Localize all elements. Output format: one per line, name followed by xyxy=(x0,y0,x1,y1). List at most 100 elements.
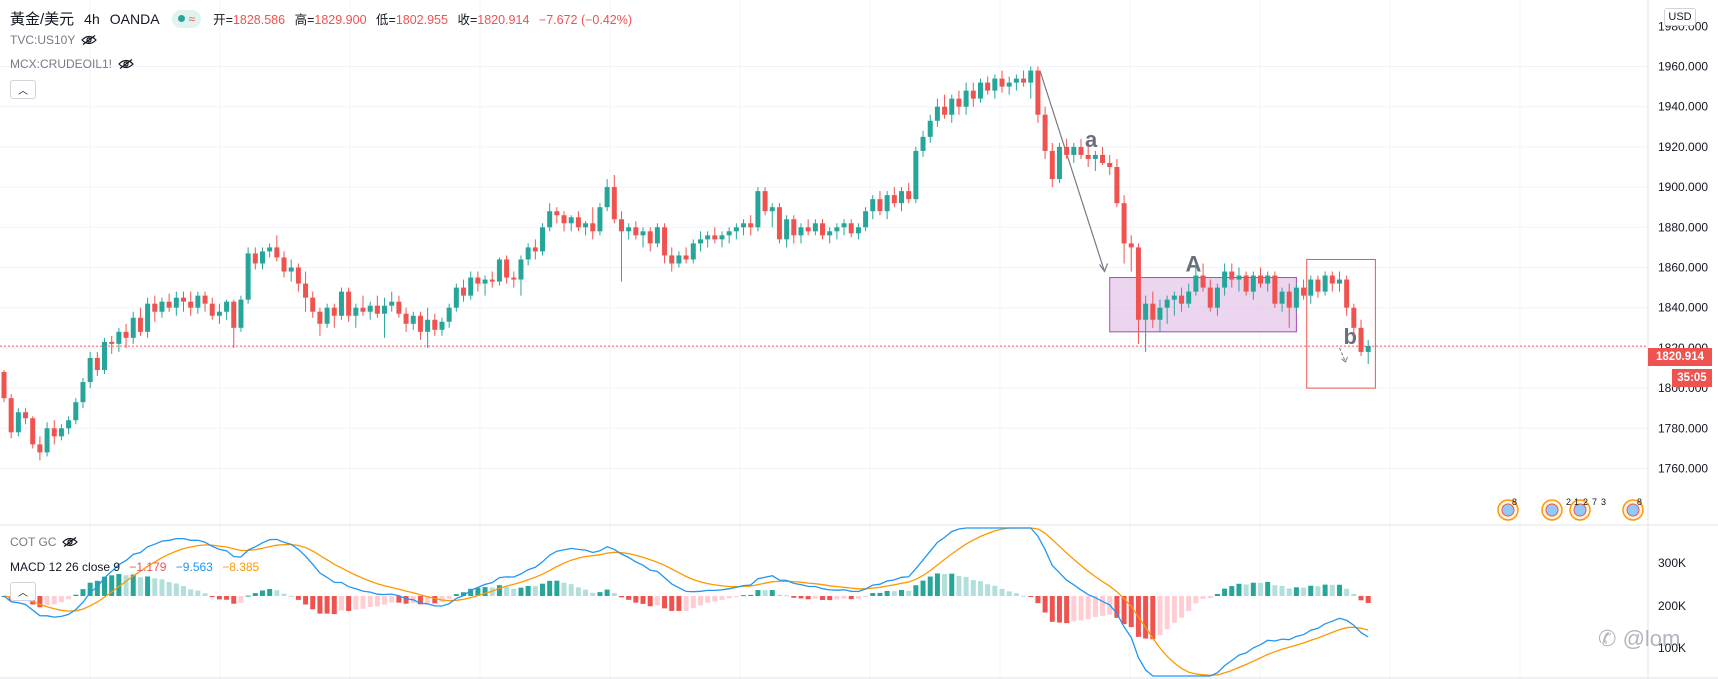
eye-off-icon[interactable] xyxy=(81,35,98,45)
candle-body xyxy=(317,311,323,324)
candle-body xyxy=(1236,275,1242,280)
candle-body xyxy=(1243,275,1249,292)
macd-histogram-bar xyxy=(604,589,610,596)
macd-line xyxy=(3,527,1369,677)
event-count-label: 1 xyxy=(1574,497,1579,507)
candle-body xyxy=(367,305,373,312)
macd-histogram-bar xyxy=(1021,595,1027,597)
currency-button[interactable]: USD xyxy=(1664,8,1696,26)
overlay-crudeoil[interactable]: MCX:CRUDEOIL1! xyxy=(10,57,134,71)
candle-body xyxy=(159,301,165,312)
macd-histogram-bar xyxy=(216,596,222,600)
candle-body xyxy=(891,195,897,204)
high-label: 高= xyxy=(294,13,315,27)
candle-body xyxy=(920,136,926,151)
macd-histogram-bar xyxy=(1365,596,1371,603)
candle-body xyxy=(8,398,14,433)
macd-histogram-bar xyxy=(662,596,668,609)
candle-body xyxy=(489,279,495,282)
macd-histogram-bar xyxy=(1286,588,1292,596)
us-flag-icon xyxy=(1545,503,1559,517)
candle-body xyxy=(231,301,237,328)
macd-histogram-bar xyxy=(73,594,79,596)
macd-histogram-bar xyxy=(367,596,373,607)
macd-histogram-bar xyxy=(1336,584,1342,596)
macd-histogram-bar xyxy=(1028,596,1034,597)
candle-body xyxy=(252,253,258,264)
market-open-icon xyxy=(177,15,185,22)
collapse-macd-button[interactable]: ︿ xyxy=(10,582,36,601)
macd-histogram-bar xyxy=(152,578,158,596)
macd-tick-label: 200K xyxy=(1658,599,1686,613)
candle-body xyxy=(496,259,502,282)
price-tick-label: 1940.000 xyxy=(1658,100,1708,114)
cot-indicator-row[interactable]: COT GC xyxy=(10,535,79,549)
macd-histogram-bar xyxy=(985,584,991,596)
candle-body xyxy=(152,303,158,312)
candle-body xyxy=(37,444,43,453)
candle-body xyxy=(166,301,172,308)
candle-body xyxy=(741,223,747,228)
symbol-legend[interactable]: 黃金/美元 4h OANDA ≈ 开=1828.586 高=1829.900 低… xyxy=(10,8,638,29)
macd-histogram-bar xyxy=(791,596,797,598)
candle-body xyxy=(733,227,739,232)
macd-tick-label: 100K xyxy=(1658,641,1686,655)
candle-body xyxy=(985,82,991,91)
candle-body xyxy=(726,231,732,236)
candle-body xyxy=(647,231,653,244)
candle-body xyxy=(855,227,861,234)
collapse-legend-button[interactable]: ︿ xyxy=(10,80,36,99)
macd-histogram-bar xyxy=(934,573,940,596)
candle-body xyxy=(690,243,696,260)
macd-histogram-bar xyxy=(762,590,768,596)
macd-histogram-bar xyxy=(1157,596,1163,636)
macd-histogram-bar xyxy=(683,596,689,611)
candle-body xyxy=(683,255,689,260)
candle-body xyxy=(87,357,93,383)
macd-histogram-bar xyxy=(468,588,474,596)
candle-body xyxy=(633,227,639,236)
macd-histogram-bar xyxy=(1042,596,1048,613)
market-status-pill[interactable]: ≈ xyxy=(171,9,202,28)
macd-histogram-bar xyxy=(58,596,64,603)
macd-histogram-bar xyxy=(834,596,840,600)
candle-body xyxy=(676,255,682,264)
candle-body xyxy=(216,311,222,316)
candle-body xyxy=(389,301,395,306)
candle-body xyxy=(518,259,524,280)
macd-histogram-bar xyxy=(1049,596,1055,622)
candle-body xyxy=(626,227,632,232)
candle-body xyxy=(748,223,754,228)
overlay-us10y-label: TVC:US10Y xyxy=(10,33,76,47)
eye-off-icon[interactable] xyxy=(118,59,134,69)
macd-histogram-bar xyxy=(1035,596,1041,604)
candle-body xyxy=(274,247,280,258)
candle-body xyxy=(1179,295,1185,304)
overlay-us10y[interactable]: TVC:US10Y xyxy=(10,33,98,47)
macd-histogram-bar xyxy=(1214,593,1220,596)
macd-histogram-bar xyxy=(102,576,108,596)
eye-off-icon[interactable] xyxy=(62,537,79,547)
candle-body xyxy=(1301,287,1307,296)
macd-histogram-bar xyxy=(748,594,754,596)
macd-histogram-bar xyxy=(532,586,538,596)
event-count-label: 3 xyxy=(1601,497,1606,507)
macd-histogram-bar xyxy=(647,596,653,607)
macd-histogram-bar xyxy=(346,596,352,612)
candle-body xyxy=(899,191,904,204)
interval-label[interactable]: 4h xyxy=(84,10,100,27)
macd-histogram-bar xyxy=(1315,586,1321,596)
candle-body xyxy=(1049,150,1055,180)
candle-body xyxy=(525,247,531,260)
candle-body xyxy=(611,187,617,220)
chevron-up-icon: ︿ xyxy=(18,86,28,97)
candle-body xyxy=(762,191,768,212)
candle-body xyxy=(1171,295,1177,300)
macd-legend[interactable]: MACD 12 26 close 9 −1.179 −9.563 −8.385 xyxy=(10,560,259,574)
candle-body xyxy=(130,317,136,338)
symbol-name[interactable]: 黃金/美元 xyxy=(10,11,75,28)
author-watermark: ✆ @lom xyxy=(1598,626,1680,652)
macd-histogram-bar xyxy=(949,573,955,596)
candle-body xyxy=(575,217,581,228)
